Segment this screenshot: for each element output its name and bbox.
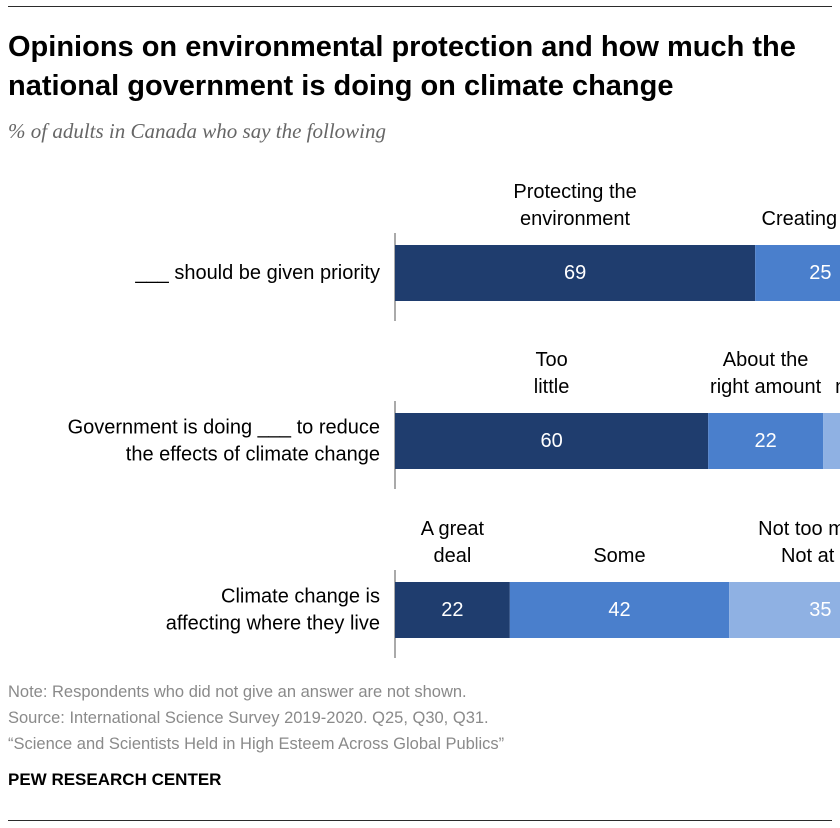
bar-value-label: 69 xyxy=(564,262,586,284)
source-text: Source: International Science Survey 201… xyxy=(8,709,489,727)
bar-segment xyxy=(823,413,840,469)
segment-category-label: Not too much/ xyxy=(758,518,840,540)
row-label: affecting where they live xyxy=(166,613,380,635)
note-text: Note: Respondents who did not give an an… xyxy=(8,683,467,701)
segment-category-label: Not at all xyxy=(781,545,840,567)
stacked-bar-chart: ___ should be given priority 69 Protecting… xyxy=(68,181,840,658)
bar-segment xyxy=(395,413,709,469)
bar-segment xyxy=(729,582,840,638)
row-label: ___ should be given priority xyxy=(134,262,380,284)
bar-value-label: 60 xyxy=(540,430,562,452)
row-label: Climate change is xyxy=(221,586,380,608)
pew-research-logo-text: PEW RESEARCH CENTER xyxy=(8,770,222,789)
bar-segment xyxy=(509,582,730,638)
segment-category-label: Protecting the xyxy=(513,181,636,203)
top-rule xyxy=(8,6,832,7)
segment-category-label: right amount xyxy=(710,376,822,398)
segment-category-label: deal xyxy=(434,545,472,567)
bar-value-label: 22 xyxy=(441,599,463,621)
row-label: the effects of climate change xyxy=(126,444,380,466)
bar-segment xyxy=(395,245,756,301)
report-text: “Science and Scientists Held in High Est… xyxy=(8,735,505,753)
bar-value-label: 25 xyxy=(809,262,831,284)
bar-value-label: 22 xyxy=(754,430,776,452)
segment-category-label: A great xyxy=(421,518,485,540)
bar-segment xyxy=(755,245,840,301)
bar-segment xyxy=(395,582,510,638)
chart-title: Opinions on environmental protection and… xyxy=(8,31,796,102)
segment-category-label: About the xyxy=(723,349,809,371)
segment-category-label: Some xyxy=(593,545,645,567)
row-label: Government is doing ___ to reduce xyxy=(68,417,380,439)
segment-category-label: much xyxy=(835,376,840,398)
segment-category-label: environment xyxy=(520,208,631,230)
bar-value-label: 42 xyxy=(608,599,630,621)
segment-category-label: little xyxy=(534,376,570,398)
chart-subtitle: % of adults in Canada who say the follow… xyxy=(8,119,387,143)
bar-value-label: 35 xyxy=(809,599,831,621)
segment-category-label: Creating jobs xyxy=(762,208,840,230)
bar-segment xyxy=(708,413,824,469)
bottom-rule xyxy=(8,820,832,821)
chart-notes: Note: Respondents who did not give an an… xyxy=(8,679,504,757)
segment-category-label: Too xyxy=(535,349,567,371)
